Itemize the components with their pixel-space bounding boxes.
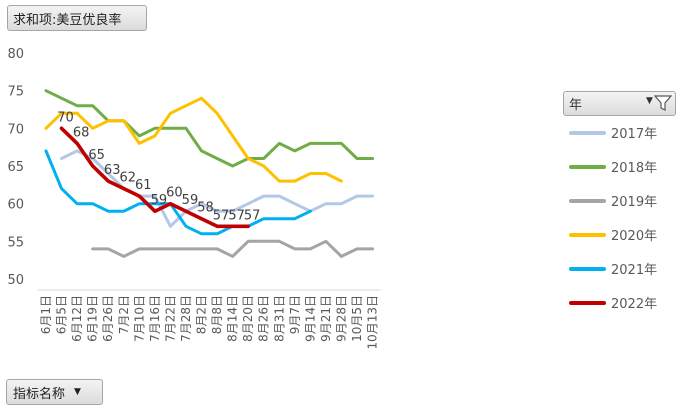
series-line-2017年 xyxy=(60,149,375,228)
x-tick-label: 10月13日 xyxy=(366,295,380,350)
x-tick-label: 8月8日 xyxy=(210,295,224,334)
y-tick-label: 60 xyxy=(7,198,24,213)
funnel-filter-icon[interactable] xyxy=(654,94,672,112)
x-tick-label: 6月1日 xyxy=(39,295,53,334)
x-tick-label: 8月2日 xyxy=(195,295,209,334)
x-tick-label: 6月19日 xyxy=(86,295,100,342)
data-label: 57 xyxy=(244,208,261,223)
x-tick-label: 9月28日 xyxy=(334,295,348,342)
data-label: 58 xyxy=(197,201,214,216)
y-tick-label: 65 xyxy=(7,160,24,175)
dropdown-arrow-icon: ▼ xyxy=(74,387,81,397)
data-label: 68 xyxy=(73,125,90,140)
y-tick-label: 75 xyxy=(7,85,24,100)
data-label: 62 xyxy=(119,171,136,186)
x-tick-label: 6月26日 xyxy=(101,295,115,342)
data-label: 65 xyxy=(88,148,105,163)
y-axis: 50 55 60 65 70 75 80 xyxy=(7,47,24,288)
year-legend-filter[interactable]: 年 ▼ xyxy=(563,91,676,116)
dropdown-arrow-icon[interactable]: ▼ xyxy=(646,96,653,106)
data-label: 59 xyxy=(151,193,168,208)
series-line-2020年 xyxy=(44,96,343,183)
value-field-label: 求和项:美豆优良率 xyxy=(13,12,122,28)
x-tick-label: 8月20日 xyxy=(241,295,255,342)
x-tick-label: 7月16日 xyxy=(148,295,162,342)
x-tick-label: 7月10日 xyxy=(132,295,146,342)
series-line-2018年 xyxy=(44,89,375,168)
legend-entry-label[interactable]: 2018年 xyxy=(611,161,657,176)
y-tick-label: 55 xyxy=(7,235,24,250)
x-axis: 6月1日 6月5日 6月12日 6月19日 6月26日 7月2日 7月10日 7月16日 7月2… xyxy=(38,289,381,350)
x-tick-label: 8月31日 xyxy=(272,295,286,342)
x-tick-label: 8月26日 xyxy=(257,295,271,342)
y-tick-label: 80 xyxy=(7,47,24,62)
legend-entry-label[interactable]: 2019年 xyxy=(611,195,657,210)
data-label: 61 xyxy=(135,178,152,193)
data-label: 70 xyxy=(57,110,74,125)
data-label: 57 xyxy=(213,208,230,223)
legend: 2017年 2018年 2019年 2020年 2021年 2022年 xyxy=(569,127,657,312)
x-tick-label: 7月2日 xyxy=(117,295,131,334)
x-tick-label: 9月7日 xyxy=(288,295,302,334)
legend-title: 年 xyxy=(569,98,583,113)
legend-entry-label[interactable]: 2021年 xyxy=(611,263,657,278)
x-tick-label: 9月14日 xyxy=(303,295,317,342)
series-line-2019年 xyxy=(91,239,375,258)
x-tick-label: 6月12日 xyxy=(70,295,84,342)
data-label: 60 xyxy=(166,186,183,201)
x-tick-label: 6月5日 xyxy=(55,295,69,334)
series-line-2021年 xyxy=(44,149,312,236)
x-tick-label: 7月28日 xyxy=(179,295,193,342)
data-label: 57 xyxy=(228,208,245,223)
x-tick-label: 10月5日 xyxy=(350,295,364,342)
series-layer xyxy=(44,89,375,258)
axis-field-button[interactable]: 指标名称 ▼ xyxy=(6,379,103,405)
data-label: 59 xyxy=(182,193,199,208)
value-field-button[interactable]: 求和项:美豆优良率 xyxy=(7,5,147,31)
x-tick-label: 7月22日 xyxy=(163,295,177,342)
y-tick-label: 70 xyxy=(7,122,24,137)
data-label: 63 xyxy=(104,163,121,178)
legend-entry-label[interactable]: 2020年 xyxy=(611,229,657,244)
axis-field-label: 指标名称 xyxy=(13,386,66,402)
y-tick-label: 50 xyxy=(7,273,24,288)
legend-entry-label[interactable]: 2017年 xyxy=(611,127,657,142)
x-tick-label: 9月21日 xyxy=(319,295,333,342)
x-tick-label: 8月14日 xyxy=(226,295,240,342)
series-line-2022年 xyxy=(59,126,250,229)
legend-entry-label[interactable]: 2022年 xyxy=(611,297,657,312)
